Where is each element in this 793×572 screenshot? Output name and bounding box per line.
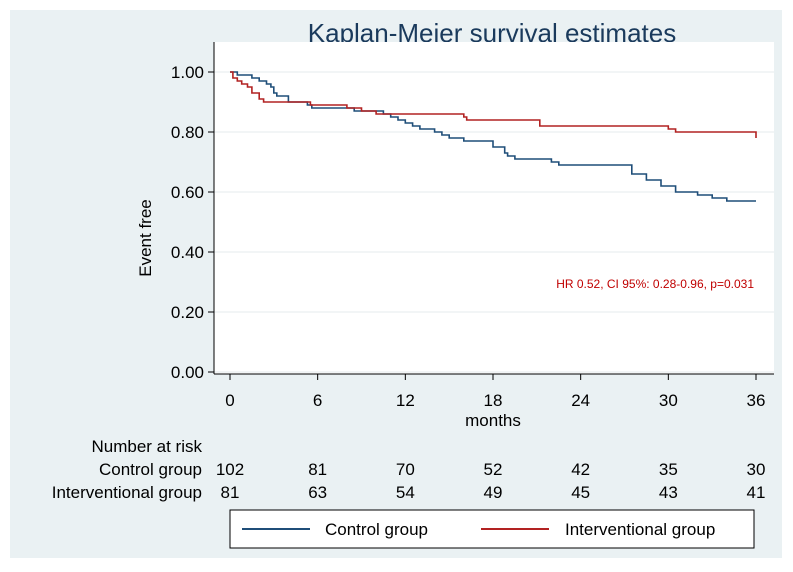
legend-label-control: Control group xyxy=(325,520,428,539)
risk-value-0-0: 102 xyxy=(216,460,244,479)
x-tick-label-3: 18 xyxy=(484,391,503,410)
risk-table-values: 102 81 70 52 42 35 30 81 63 54 49 45 43 41 xyxy=(216,460,766,502)
axis-ticks: 0.00 0.20 0.40 0.60 0.80 1.00 0 6 12 18 24 30 36 xyxy=(171,63,766,410)
risk-value-0-3: 52 xyxy=(484,460,503,479)
risk-value-0-6: 30 xyxy=(747,460,766,479)
risk-value-0-4: 42 xyxy=(571,460,590,479)
risk-value-1-4: 45 xyxy=(571,483,590,502)
y-tick-label-5: 1.00 xyxy=(171,63,204,82)
y-tick-label-0: 0.00 xyxy=(171,363,204,382)
risk-value-0-2: 70 xyxy=(396,460,415,479)
x-tick-label-1: 6 xyxy=(313,391,322,410)
risk-row-label-control: Control group xyxy=(99,460,202,479)
risk-row-label-interventional: Interventional group xyxy=(52,483,202,502)
risk-value-0-1: 81 xyxy=(308,460,327,479)
km-chart: Kaplan-Meier survival estimates 0.000.20… xyxy=(52,18,774,549)
risk-value-1-2: 54 xyxy=(396,483,415,502)
grid-lines xyxy=(214,71,774,373)
risk-value-1-5: 43 xyxy=(659,483,678,502)
risk-value-1-0: 81 xyxy=(221,483,240,502)
x-tick-label-6: 36 xyxy=(747,391,766,410)
series-line-interventional xyxy=(230,71,757,138)
figure-background: Kaplan-Meier survival estimates 0.00 0.20… xyxy=(10,10,782,558)
risk-value-0-5: 35 xyxy=(659,460,678,479)
y-axis-label: Event free xyxy=(136,199,155,277)
x-tick-label-2: 12 xyxy=(396,391,415,410)
risk-value-1-3: 49 xyxy=(484,483,503,502)
legend-label-interventional: Interventional group xyxy=(565,520,715,539)
y-tick-label-4: 0.80 xyxy=(171,123,204,142)
risk-value-1-1: 63 xyxy=(308,483,327,502)
series-line-control xyxy=(230,71,756,202)
risk-value-1-6: 41 xyxy=(747,483,766,502)
plot-area xyxy=(214,42,774,374)
x-axis-label: months xyxy=(465,411,521,430)
x-tick-label-4: 24 xyxy=(571,391,590,410)
y-tick-label-1: 0.20 xyxy=(171,303,204,322)
y-tick-label-2: 0.40 xyxy=(171,243,204,262)
x-tick-label-5: 30 xyxy=(659,391,678,410)
series-layer xyxy=(230,71,757,202)
risk-table-heading: Number at risk xyxy=(91,437,202,456)
hazard-ratio-annotation: HR 0.52, CI 95%: 0.28-0.96, p=0.031 xyxy=(556,277,754,291)
y-tick-label-3: 0.60 xyxy=(171,183,204,202)
x-tick-label-0: 0 xyxy=(225,391,234,410)
